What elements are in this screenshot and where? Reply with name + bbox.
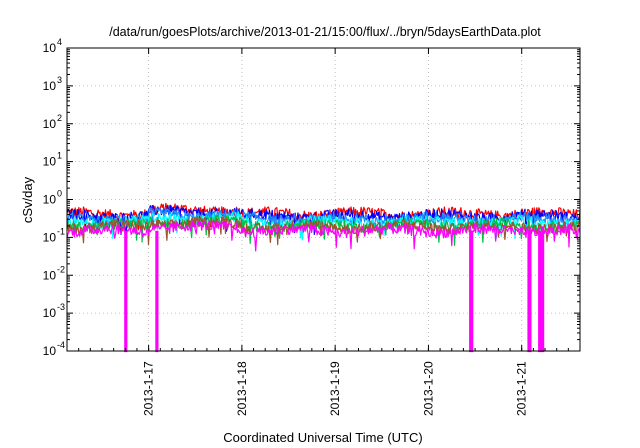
x-tick-label: 2013-1-19 bbox=[328, 361, 342, 416]
y-tick-exponent: 1 bbox=[57, 151, 62, 161]
chart-title: /data/run/goesPlots/archive/2013-01-21/1… bbox=[109, 25, 541, 39]
y-tick-exponent: 4 bbox=[57, 37, 62, 47]
y-tick-exponent: 2 bbox=[57, 113, 62, 123]
x-axis-label: Coordinated Universal Time (UTC) bbox=[223, 430, 422, 445]
y-tick-label: 10 bbox=[43, 306, 57, 320]
y-tick-exponent: -1 bbox=[57, 226, 65, 236]
dropout-spike bbox=[124, 230, 128, 353]
y-tick-exponent: 3 bbox=[57, 75, 62, 85]
y-tick-label: 10 bbox=[43, 41, 57, 55]
x-tick-label: 2013-1-21 bbox=[515, 361, 529, 416]
x-tick-label: 2013-1-17 bbox=[142, 361, 156, 416]
series-group bbox=[66, 202, 581, 353]
dropout-spike bbox=[527, 230, 532, 353]
y-tick-exponent: 0 bbox=[57, 189, 62, 199]
y-tick-label: 10 bbox=[43, 155, 57, 169]
x-tick-label: 2013-1-20 bbox=[421, 361, 435, 416]
grid bbox=[67, 48, 580, 351]
y-axis-label: cSv/day bbox=[20, 176, 35, 223]
y-tick-label: 10 bbox=[43, 268, 57, 282]
y-tick-label: 10 bbox=[43, 344, 57, 358]
x-tick-label: 2013-1-18 bbox=[235, 361, 249, 416]
dropout-spike bbox=[155, 230, 159, 353]
dropout-spike bbox=[541, 230, 545, 353]
y-tick-exponent: -2 bbox=[57, 264, 65, 274]
y-tick-label: 10 bbox=[43, 79, 57, 93]
series-line bbox=[66, 220, 581, 252]
y-tick-label: 10 bbox=[43, 230, 57, 244]
y-tick-label: 10 bbox=[43, 193, 57, 207]
y-tick-label: 10 bbox=[43, 117, 57, 131]
y-tick-exponent: -4 bbox=[57, 340, 65, 350]
dropout-spike bbox=[538, 230, 542, 353]
y-tick-exponent: -3 bbox=[57, 302, 65, 312]
dropout-spike bbox=[469, 230, 474, 353]
